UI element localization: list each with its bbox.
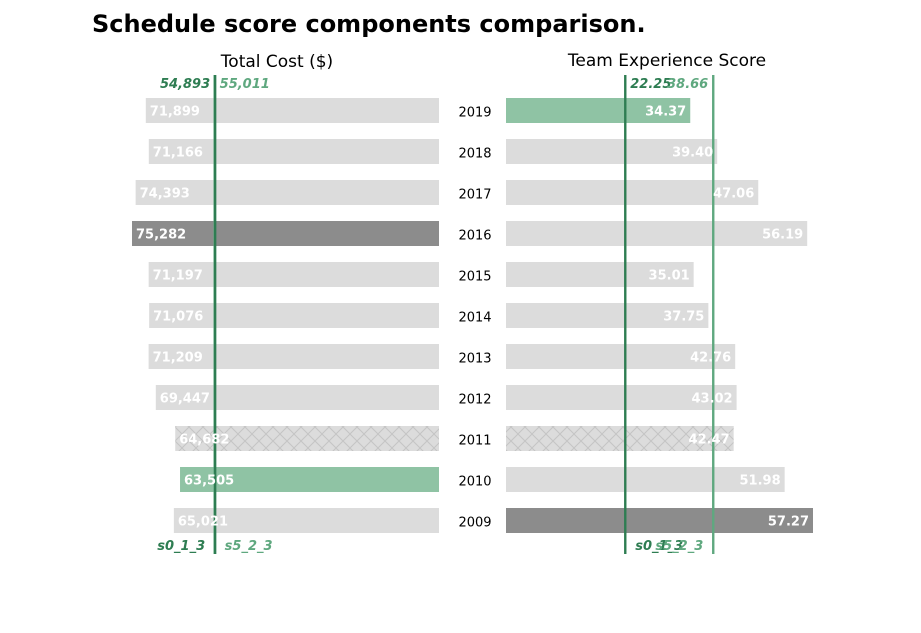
right-bar-value-label: 43.02: [691, 392, 732, 407]
left-bar-2012: [155, 385, 439, 410]
right-bar-value-label: 37.75: [663, 310, 704, 325]
left-bar-2017: [135, 180, 439, 205]
left-bar-2009: [173, 508, 439, 533]
right-bar-value-label: 42.76: [690, 351, 731, 366]
left-bar-2015: [148, 262, 439, 287]
right-bar-value-label: 57.27: [768, 515, 809, 530]
left-bar-2019: [145, 98, 439, 123]
left-reference-value-label: 55,011: [220, 77, 270, 92]
year-label: 2011: [458, 434, 491, 449]
year-label: 2017: [458, 188, 491, 203]
right-bar-2012: [506, 385, 737, 410]
year-label: 2018: [458, 147, 491, 162]
right-reference-name-label: s0_1_3: [635, 539, 683, 554]
left-bar-2016: [132, 221, 439, 246]
year-label: 2013: [458, 352, 491, 367]
right-bar-value-label: 47.06: [713, 187, 754, 202]
left-bar-2014: [149, 303, 439, 328]
left-bar-2011: [175, 426, 439, 451]
year-label: 2015: [458, 270, 491, 285]
right-bar-2013: [506, 344, 736, 369]
left-bar-value-label: 75,282: [136, 228, 186, 243]
year-label: 2010: [458, 475, 491, 490]
year-label: 2014: [458, 311, 491, 326]
right-bar-value-label: 56.19: [762, 228, 803, 243]
left-bar-2018: [148, 139, 440, 164]
right-bar-2019: [506, 98, 691, 123]
left-bar-value-label: 64,682: [179, 433, 229, 448]
right-bar-2009: [506, 508, 813, 533]
left-bar-value-label: 71,166: [153, 146, 203, 161]
right-bar-2018: [506, 139, 718, 164]
right-bar-2017: [506, 180, 759, 205]
right-bar-2011: [506, 426, 734, 451]
right-bar-2016: [506, 221, 808, 246]
right-bar-value-label: 34.37: [645, 105, 686, 120]
right-bar-value-label: 42.47: [689, 433, 730, 448]
left-reference-name-label: s5_2_3: [225, 539, 273, 554]
chart-title: Schedule score components comparison.: [92, 10, 646, 38]
right-bar-2015: [506, 262, 694, 287]
year-label: 2012: [458, 393, 491, 408]
left-bar-value-label: 65,021: [178, 515, 228, 530]
right-bar-value-label: 51.98: [740, 474, 781, 489]
left-bar-value-label: 71,209: [153, 351, 203, 366]
right-panel-title: Team Experience Score: [567, 51, 766, 71]
right-bar-2014: [506, 303, 709, 328]
left-reference-value-label: 54,893: [160, 77, 210, 92]
right-reference-value-label: 22.25: [630, 77, 671, 92]
left-bar-value-label: 63,505: [184, 474, 234, 489]
left-reference-name-label: s0_1_3: [157, 539, 205, 554]
year-label: 2009: [458, 516, 491, 531]
left-bar-value-label: 71,899: [150, 105, 200, 120]
right-bar-value-label: 39.40: [672, 146, 713, 161]
right-bar-2010: [506, 467, 785, 492]
right-reference-name-label: s5_2_3: [655, 539, 703, 554]
left-bar-value-label: 71,076: [153, 310, 203, 325]
right-bar-value-label: 35.01: [649, 269, 690, 284]
left-bar-value-label: 74,393: [140, 187, 190, 202]
left-panel-title: Total Cost ($): [220, 52, 333, 72]
left-bar-2010: [180, 467, 439, 492]
year-label: 2019: [458, 106, 491, 121]
left-bar-value-label: 69,447: [160, 392, 210, 407]
year-label: 2016: [458, 229, 491, 244]
left-bar-value-label: 71,197: [153, 269, 203, 284]
right-reference-value-label: 38.66: [667, 77, 708, 92]
left-bar-2013: [148, 344, 440, 369]
